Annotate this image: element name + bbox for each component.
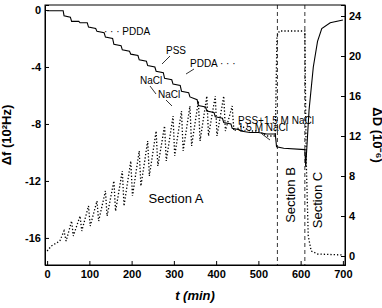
tick-label: 12	[349, 130, 361, 142]
tick-mark	[341, 16, 345, 17]
tick-mark	[341, 136, 345, 137]
tick: 400	[207, 261, 225, 280]
tick-mark	[341, 56, 345, 57]
y-axis: -16 -12 -8 -4 0	[25, 4, 49, 265]
tick: -16	[25, 232, 49, 244]
tick: -4	[31, 61, 49, 73]
annotation: NaCl	[140, 75, 162, 86]
tick: 0	[341, 250, 355, 262]
tick-label: 300	[165, 268, 183, 280]
tick-mark	[45, 238, 49, 239]
tick-mark	[341, 96, 345, 97]
tick: 600	[292, 261, 310, 280]
tick: 8	[341, 170, 355, 182]
tick-mark	[89, 261, 90, 265]
y-axis-title: Δf (10²Hz)	[0, 105, 14, 166]
tick-label: 200	[123, 268, 141, 280]
annotation-arrow	[162, 56, 170, 64]
section-divider	[277, 5, 278, 265]
tick: 12	[341, 130, 361, 142]
series-line	[47, 11, 343, 167]
tick-label: 20	[349, 50, 361, 62]
tick-mark	[132, 261, 133, 265]
series-line	[47, 31, 343, 255]
tick: 500	[250, 261, 268, 280]
tick: 16	[341, 90, 361, 102]
annotation: PSS+1.5 M NaCl	[238, 115, 314, 126]
tick: 24	[341, 10, 362, 22]
tick: 300	[165, 261, 183, 280]
annotation: Section C	[310, 172, 325, 228]
annotation-arrow	[262, 134, 270, 140]
tick-mark	[47, 261, 48, 265]
annotation-arrow	[150, 86, 156, 94]
tick: -12	[25, 175, 49, 187]
tick-label: 8	[349, 170, 355, 182]
axis-line	[341, 6, 346, 266]
tick-mark	[301, 261, 302, 265]
tick-mark	[341, 176, 345, 177]
tick: -8	[31, 118, 49, 130]
tick-mark	[45, 124, 49, 125]
tick-label: 4	[349, 210, 356, 222]
annotation: PDDA · · ·	[190, 58, 236, 69]
tick-mark	[343, 261, 344, 265]
annotation: Section A	[149, 191, 204, 206]
tick: 20	[341, 50, 361, 62]
tick-label: 600	[292, 268, 310, 280]
tick-label: 0	[45, 268, 51, 280]
y2-axis-title: ΔD (10⁻⁶)	[370, 107, 382, 162]
x-axis: 0 100 200 300 400 500 600 700	[45, 261, 353, 280]
tick: 0	[35, 4, 49, 16]
tick-label: -4	[31, 61, 42, 73]
tick-label: -8	[31, 118, 41, 130]
y2-axis: 0 4 8 12 16 20 24	[341, 6, 362, 266]
tick-label: 0	[35, 4, 41, 16]
annotation: · · · PDDA	[104, 26, 150, 37]
annotation: NaCl	[158, 89, 180, 100]
tick-mark	[258, 261, 259, 265]
tick: 100	[81, 261, 99, 280]
annotation-arrow	[166, 100, 172, 106]
tick-label: 100	[81, 268, 99, 280]
tick-mark	[341, 256, 345, 257]
tick-mark	[45, 181, 49, 182]
tick: 200	[123, 261, 141, 280]
tick-label: -12	[25, 175, 41, 187]
axis-line	[46, 261, 346, 266]
axis-line	[46, 6, 50, 266]
tick-mark	[341, 216, 345, 217]
tick: 700	[334, 261, 352, 280]
tick-label: 24	[349, 10, 362, 22]
tick-label: 0	[349, 250, 355, 262]
tick-mark	[45, 67, 49, 68]
x-axis-title: t (min)	[175, 288, 215, 303]
tick: 4	[341, 210, 356, 222]
plot-area	[47, 5, 343, 265]
tick-mark	[216, 261, 217, 265]
annotation: PSS	[166, 45, 186, 56]
tick-mark	[174, 261, 175, 265]
tick-label: 500	[250, 268, 268, 280]
tick-label: 400	[207, 268, 225, 280]
chart: 0 100 200 300 400 500 600 700 -16 -12 -8 -4 0 0 4 8 12 16…	[0, 0, 382, 308]
annotation-arrow	[186, 69, 194, 74]
tick-label: 16	[349, 90, 361, 102]
tick-label: 700	[334, 268, 352, 280]
annotation: Section B	[283, 167, 298, 223]
plot-frame	[45, 5, 345, 265]
tick-label: -16	[25, 232, 41, 244]
